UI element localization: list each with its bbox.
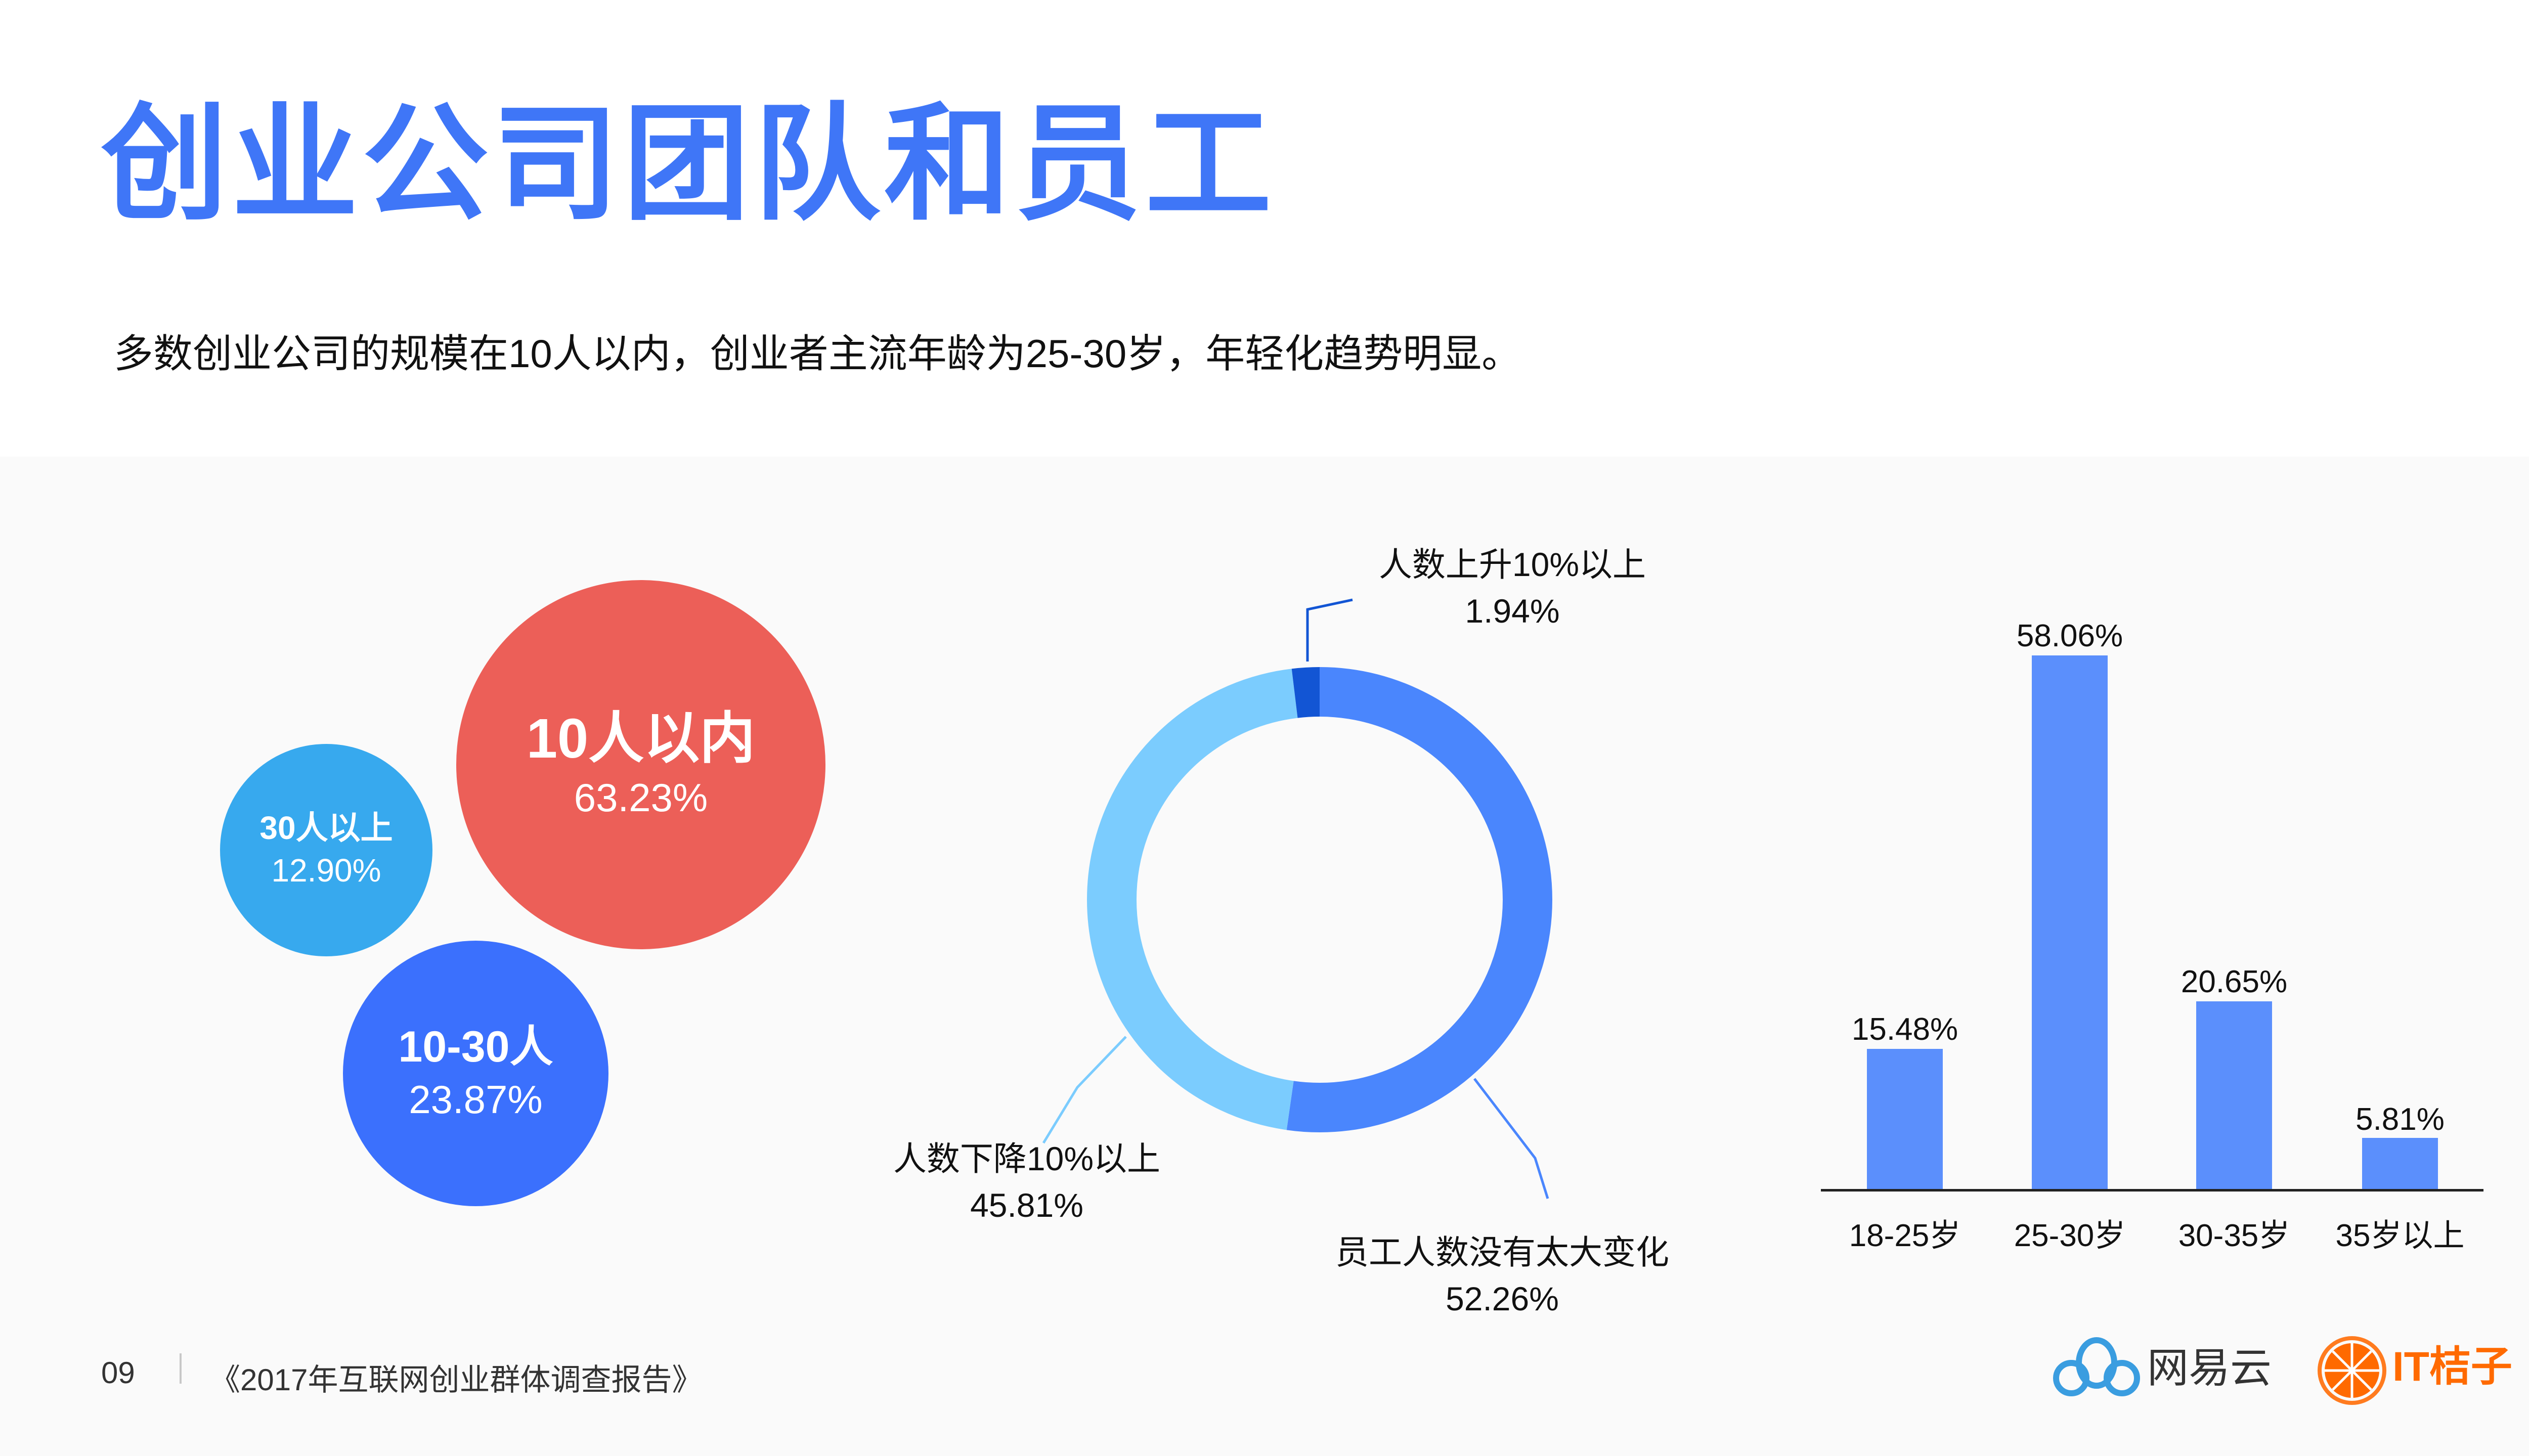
it-orange-icon	[2318, 1336, 2386, 1405]
bar-35-plus	[2362, 1138, 2438, 1189]
x-axis	[1821, 1189, 2483, 1192]
bubble-value: 63.23%	[574, 775, 708, 820]
bar-category: 25-30岁	[2014, 1218, 2126, 1253]
bubble-10-or-less: 10人以内 63.23%	[456, 580, 825, 949]
page-number: 09	[101, 1356, 135, 1390]
bar-category: 30-35岁	[2178, 1218, 2290, 1253]
bar-value: 5.81%	[2356, 1102, 2445, 1137]
bar-value: 58.06%	[2016, 619, 2123, 653]
donut-segment-down	[1087, 667, 1552, 1132]
page-title: 创业公司团队和员工	[101, 94, 1276, 235]
donut-label-down: 人数下降10%以上 45.81%	[893, 1140, 1161, 1224]
bar-value: 15.48%	[1851, 1012, 1958, 1047]
bubble-label: 10-30人	[398, 1023, 553, 1072]
bubble-label: 30人以上	[259, 810, 393, 847]
bubble-10-30: 10-30人 23.87%	[343, 941, 608, 1206]
bar-25-30	[2032, 655, 2108, 1189]
leader-line-down	[1042, 1036, 1127, 1144]
page-subtitle: 多数创业公司的规模在10人以内，创业者主流年龄为25-30岁，年轻化趋势明显。	[114, 331, 1521, 376]
footer-divider	[180, 1353, 182, 1384]
donut-segment-up	[1087, 667, 1552, 1132]
it-orange-logo-text: IT桔子	[2392, 1344, 2512, 1390]
bar-category: 35岁以上	[2335, 1218, 2465, 1253]
donut-label-up: 人数上升10%以上 1.94%	[1378, 546, 1646, 630]
bar-18-25	[1867, 1049, 1943, 1189]
bar-30-35	[2196, 1001, 2272, 1189]
netease-cloud-icon	[2053, 1337, 2140, 1396]
report-title: 《2017年互联网创业群体调查报告》	[210, 1363, 703, 1397]
netease-cloud-logo-text: 网易云	[2147, 1345, 2272, 1391]
bar-category: 18-25岁	[1849, 1218, 1961, 1253]
donut-label-same: 员工人数没有太大变化 52.26%	[1335, 1233, 1669, 1318]
bubble-value: 12.90%	[271, 852, 381, 889]
leader-line-same	[1473, 1078, 1549, 1199]
bubble-label: 10人以内	[526, 707, 756, 770]
bar-value: 20.65%	[2181, 964, 2288, 999]
leader-line-up	[1306, 598, 1353, 661]
bubble-value: 23.87%	[409, 1077, 543, 1122]
bubble-30-plus: 30人以上 12.90%	[220, 744, 432, 956]
